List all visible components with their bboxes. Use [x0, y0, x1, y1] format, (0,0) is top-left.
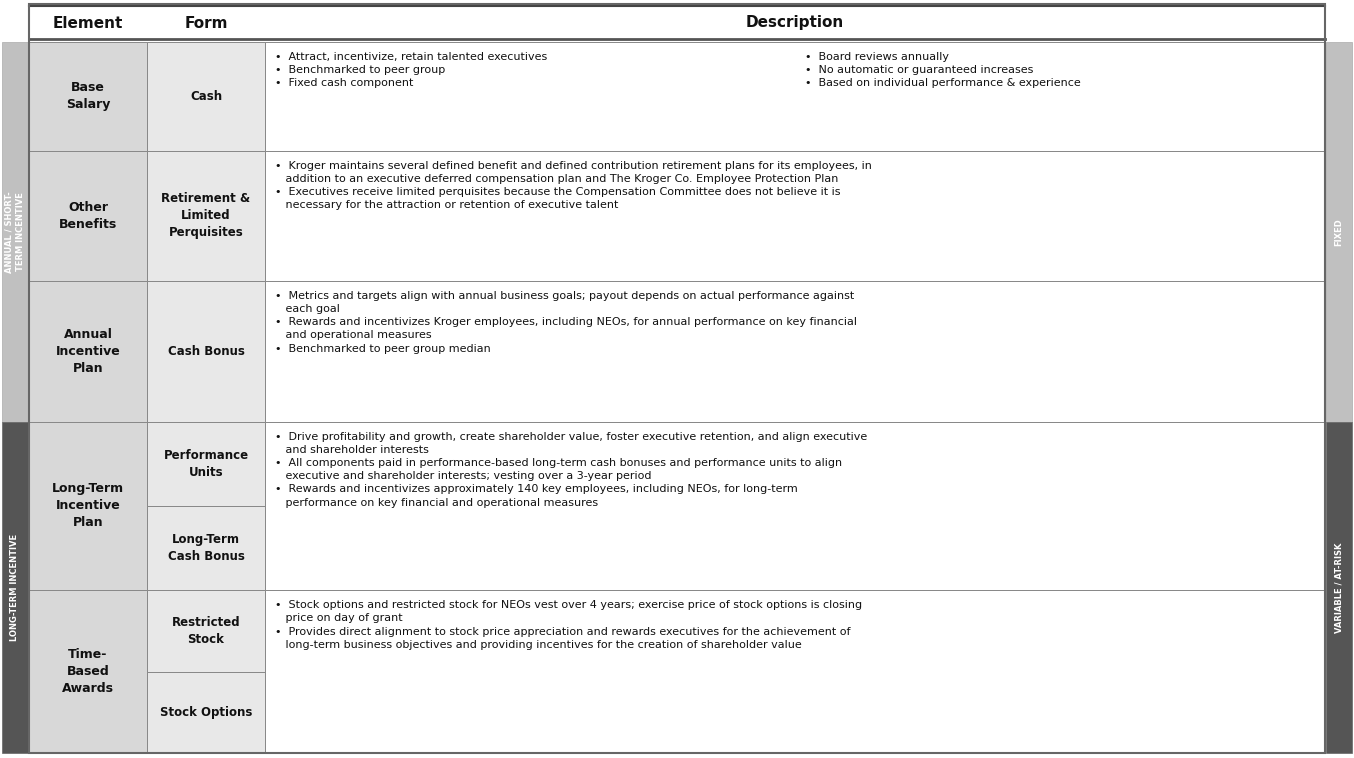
- Bar: [148, 281, 265, 421]
- Bar: [265, 42, 1326, 151]
- Bar: [265, 151, 1326, 281]
- Text: •  Stock options and restricted stock for NEOs vest over 4 years; exercise price: • Stock options and restricted stock for…: [275, 600, 862, 650]
- Bar: [1, 421, 28, 753]
- Text: FIXED: FIXED: [1335, 218, 1343, 246]
- Text: •  Board reviews annually
•  No automatic or guaranteed increases
•  Based on in: • Board reviews annually • No automatic …: [806, 52, 1080, 89]
- Bar: [28, 281, 148, 421]
- Text: Stock Options: Stock Options: [160, 706, 252, 719]
- Text: Restricted
Stock: Restricted Stock: [172, 616, 240, 646]
- Text: Description: Description: [746, 15, 844, 30]
- Text: Long-Term
Cash Bonus: Long-Term Cash Bonus: [168, 533, 245, 563]
- Text: Form: Form: [184, 15, 227, 30]
- Bar: [148, 672, 265, 753]
- Bar: [148, 151, 265, 281]
- Bar: [28, 151, 148, 281]
- Text: LONG-TERM INCENTIVE: LONG-TERM INCENTIVE: [11, 534, 19, 641]
- Text: Other
Benefits: Other Benefits: [58, 201, 118, 231]
- Text: Base
Salary: Base Salary: [66, 81, 110, 111]
- Bar: [28, 421, 148, 590]
- Text: Retirement &
Limited
Perquisites: Retirement & Limited Perquisites: [161, 193, 250, 240]
- Bar: [148, 421, 265, 506]
- Bar: [148, 42, 265, 151]
- Text: ANNUAL / SHORT-
TERM INCENTIVE: ANNUAL / SHORT- TERM INCENTIVE: [4, 191, 26, 273]
- Bar: [265, 421, 1326, 590]
- Text: Element: Element: [53, 15, 123, 30]
- Text: Annual
Incentive
Plan: Annual Incentive Plan: [56, 327, 121, 374]
- Bar: [28, 42, 148, 151]
- Text: •  Kroger maintains several defined benefit and defined contribution retirement : • Kroger maintains several defined benef…: [275, 161, 872, 211]
- Bar: [1326, 42, 1353, 421]
- Text: Time-
Based
Awards: Time- Based Awards: [62, 648, 114, 695]
- Bar: [148, 506, 265, 590]
- Text: VARIABLE / AT-RISK: VARIABLE / AT-RISK: [1335, 542, 1343, 632]
- Bar: [1, 42, 28, 421]
- Text: •  Attract, incentivize, retain talented executives
•  Benchmarked to peer group: • Attract, incentivize, retain talented …: [275, 52, 547, 89]
- Bar: [148, 590, 265, 672]
- Text: •  Metrics and targets align with annual business goals; payout depends on actua: • Metrics and targets align with annual …: [275, 291, 857, 354]
- Bar: [265, 590, 1326, 753]
- Text: Cash Bonus: Cash Bonus: [168, 345, 245, 358]
- Bar: [28, 590, 148, 753]
- Bar: [265, 281, 1326, 421]
- Text: Cash: Cash: [190, 90, 222, 103]
- Bar: [1326, 421, 1353, 753]
- Bar: [28, 4, 1326, 42]
- Text: Performance
Units: Performance Units: [164, 449, 249, 479]
- Text: •  Drive profitability and growth, create shareholder value, foster executive re: • Drive profitability and growth, create…: [275, 431, 868, 508]
- Text: Long-Term
Incentive
Plan: Long-Term Incentive Plan: [51, 482, 125, 529]
